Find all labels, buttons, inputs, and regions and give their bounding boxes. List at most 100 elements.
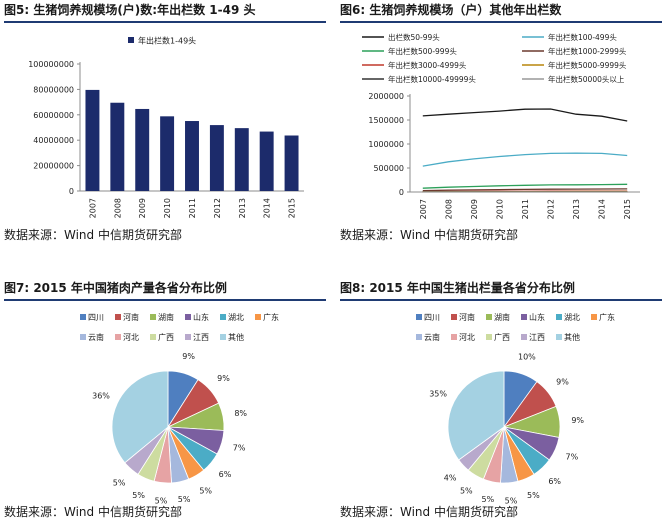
- fig6-panel: 图6: 生猪饲养规模场（户）其他年出栏数 出栏数50-99头 年出栏数100-49…: [340, 0, 662, 250]
- legend-label: 年出栏数3000-4999头: [388, 60, 467, 70]
- legend-label: 河北: [459, 332, 475, 342]
- legend-swatch: [556, 314, 562, 320]
- x-tick-label: 2008: [113, 198, 122, 218]
- legend-swatch: [80, 314, 86, 320]
- x-tick-label: 2010: [495, 199, 504, 219]
- fig5-bar-chart: 年出栏数1-49头 0 20000000 40000000 60000000 800000…: [28, 36, 304, 218]
- x-tick-label: 2013: [238, 198, 247, 218]
- slice-label: 4%: [444, 474, 457, 483]
- legend-swatch: [451, 314, 457, 320]
- legend-swatch: [220, 314, 226, 320]
- legend-swatch: [150, 314, 156, 320]
- series-line: [422, 183, 628, 189]
- legend-label: 湖北: [564, 313, 580, 322]
- legend-swatch: [115, 314, 121, 320]
- bar: [185, 121, 199, 191]
- fig8-source: 数据来源：Wind 中信期货研究部: [340, 505, 518, 519]
- fig7-title-rule: [4, 299, 326, 301]
- x-tick-label: 2009: [470, 199, 479, 219]
- slice-label: 5%: [155, 497, 168, 506]
- legend-label: 广西: [158, 332, 174, 342]
- legend-label: 河南: [459, 312, 475, 322]
- legend-label: 广东: [263, 312, 279, 322]
- legend-label: 湖南: [158, 312, 174, 322]
- legend-swatch: [185, 314, 191, 320]
- bar: [135, 108, 150, 191]
- legend-label: 云南: [424, 332, 440, 342]
- legend-swatch: [80, 334, 86, 340]
- bar: [284, 135, 299, 191]
- pie-slice: [111, 370, 169, 464]
- bar: [85, 89, 100, 191]
- legend-label: 出栏数50-99头: [388, 32, 440, 42]
- fig7-panel: 图7: 2015 年中国猪肉产量各省分布比例 四川 河南 湖南 山东 湖北 广东 云南 河北 广…: [4, 278, 326, 522]
- y-tick-label: 100000000: [28, 60, 74, 69]
- slice-label: 7%: [566, 452, 579, 461]
- fig7-title: 图7: 2015 年中国猪肉产量各省分布比例: [4, 281, 227, 295]
- y-tick-label: 2000000: [368, 92, 404, 101]
- pie-slice: [447, 370, 505, 461]
- legend-swatch: [486, 314, 492, 320]
- fig7-source: 数据来源：Wind 中信期货研究部: [4, 505, 182, 519]
- fig8-title-rule: [340, 299, 662, 301]
- legend-label: 年出栏数50000头以上: [548, 74, 625, 84]
- slice-label: 5%: [132, 491, 145, 500]
- slice-label: 5%: [113, 479, 126, 488]
- slice-label: 35%: [429, 389, 447, 398]
- legend-label: 湖南: [494, 312, 510, 322]
- slice-label: 5%: [482, 495, 495, 504]
- legend-label: 江西: [193, 333, 209, 342]
- slice-label: 8%: [234, 409, 247, 418]
- series-line: [422, 188, 628, 192]
- legend-label: 其他: [228, 332, 244, 342]
- legend-label: 广西: [494, 332, 510, 342]
- legend-label: 年出栏数5000-9999头: [548, 60, 627, 70]
- x-tick-label: 2007: [88, 198, 97, 218]
- legend-label: 年出栏数100-499头: [548, 32, 617, 42]
- legend-swatch: [416, 334, 422, 340]
- slice-label: 7%: [233, 444, 246, 453]
- slice-label: 5%: [199, 487, 212, 496]
- y-tick-label: 500000: [373, 164, 404, 173]
- legend-label: 云南: [88, 332, 104, 342]
- legend-label: 其他: [564, 332, 580, 342]
- fig6-title-rule: [340, 21, 662, 23]
- bar: [110, 102, 125, 191]
- series-line: [422, 108, 628, 122]
- legend-swatch: [451, 334, 457, 340]
- x-tick-label: 2010: [163, 198, 172, 218]
- slice-label: 5%: [527, 491, 540, 500]
- slice-label: 9%: [556, 378, 569, 387]
- slice-label: 10%: [518, 353, 536, 362]
- x-tick-label: 2011: [521, 199, 530, 219]
- legend-label: 四川: [88, 313, 104, 322]
- x-tick-label: 2008: [444, 199, 453, 219]
- legend-label: 河南: [123, 312, 139, 322]
- fig5-title-rule: [4, 21, 326, 23]
- legend-label: 山东: [193, 312, 209, 322]
- x-tick-label: 2014: [598, 199, 607, 219]
- slice-label: 6%: [548, 477, 561, 486]
- x-tick-label: 2011: [188, 198, 197, 218]
- slice-label: 36%: [92, 392, 110, 401]
- x-tick-label: 2012: [547, 199, 556, 219]
- fig5-source: 数据来源：Wind 中信期货研究部: [4, 228, 182, 242]
- fig6-source: 数据来源：Wind 中信期货研究部: [340, 228, 518, 242]
- slice-label: 6%: [219, 470, 232, 479]
- x-tick-label: 2009: [138, 198, 147, 218]
- legend-swatch: [521, 334, 527, 340]
- x-tick-label: 2013: [572, 199, 581, 219]
- y-tick-label: 60000000: [33, 111, 74, 120]
- y-tick-label: 20000000: [33, 162, 74, 171]
- series-line: [422, 152, 628, 167]
- slice-label: 9%: [182, 352, 195, 361]
- x-tick-label: 2012: [213, 198, 222, 218]
- legend-label: 年出栏数500-999头: [388, 46, 457, 56]
- legend-label: 山东: [529, 312, 545, 322]
- fig5-title: 图5: 生猪饲养规模场(户)数:年出栏数 1-49 头: [4, 3, 256, 17]
- legend-swatch: [591, 314, 597, 320]
- legend-swatch: [255, 314, 261, 320]
